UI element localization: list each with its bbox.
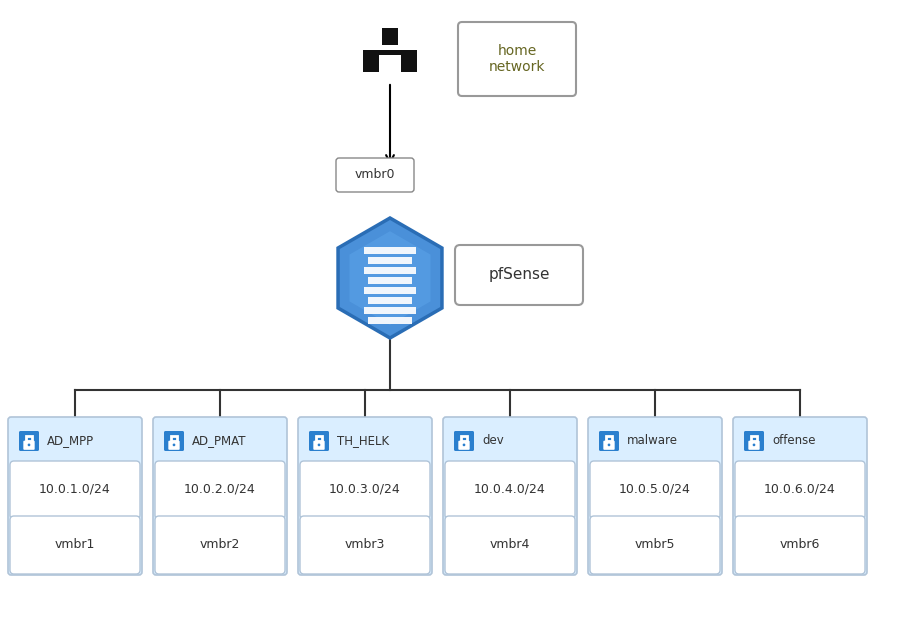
FancyBboxPatch shape — [364, 306, 417, 314]
FancyBboxPatch shape — [364, 246, 417, 254]
Circle shape — [752, 444, 755, 446]
Circle shape — [463, 444, 465, 446]
Text: offense: offense — [772, 434, 815, 447]
FancyBboxPatch shape — [590, 461, 720, 519]
FancyBboxPatch shape — [590, 516, 720, 574]
Text: pfSense: pfSense — [488, 268, 550, 282]
FancyBboxPatch shape — [458, 22, 576, 96]
FancyBboxPatch shape — [443, 417, 577, 575]
FancyBboxPatch shape — [445, 419, 575, 464]
FancyBboxPatch shape — [155, 461, 285, 519]
Text: 10.0.6.0/24: 10.0.6.0/24 — [764, 483, 836, 496]
FancyBboxPatch shape — [400, 55, 418, 72]
FancyBboxPatch shape — [735, 516, 865, 574]
FancyBboxPatch shape — [8, 417, 142, 575]
Text: malware: malware — [627, 434, 678, 447]
Text: vmbr3: vmbr3 — [345, 538, 385, 551]
Text: home
network: home network — [489, 44, 545, 74]
Circle shape — [608, 444, 610, 446]
Text: 10.0.2.0/24: 10.0.2.0/24 — [184, 483, 256, 496]
FancyBboxPatch shape — [445, 461, 575, 519]
FancyBboxPatch shape — [168, 441, 180, 450]
Text: AD_MPP: AD_MPP — [47, 434, 94, 447]
FancyBboxPatch shape — [454, 431, 474, 451]
FancyBboxPatch shape — [155, 419, 285, 464]
Text: 10.0.3.0/24: 10.0.3.0/24 — [329, 483, 400, 496]
Text: 10.0.5.0/24: 10.0.5.0/24 — [619, 483, 691, 496]
Text: vmbr6: vmbr6 — [779, 538, 820, 551]
FancyBboxPatch shape — [458, 441, 470, 450]
FancyBboxPatch shape — [603, 441, 615, 450]
FancyBboxPatch shape — [336, 158, 414, 192]
Text: vmbr0: vmbr0 — [355, 169, 395, 181]
FancyBboxPatch shape — [748, 441, 760, 450]
FancyBboxPatch shape — [298, 417, 432, 575]
FancyBboxPatch shape — [10, 461, 140, 519]
FancyBboxPatch shape — [313, 441, 325, 450]
FancyBboxPatch shape — [153, 417, 287, 575]
FancyBboxPatch shape — [363, 50, 418, 55]
FancyBboxPatch shape — [367, 276, 412, 284]
FancyBboxPatch shape — [367, 316, 412, 324]
FancyBboxPatch shape — [364, 266, 417, 274]
FancyBboxPatch shape — [455, 245, 583, 305]
FancyBboxPatch shape — [23, 441, 35, 450]
FancyBboxPatch shape — [735, 419, 865, 464]
FancyBboxPatch shape — [367, 296, 412, 304]
FancyBboxPatch shape — [744, 431, 764, 451]
FancyBboxPatch shape — [599, 431, 619, 451]
Text: vmbr2: vmbr2 — [200, 538, 240, 551]
FancyBboxPatch shape — [364, 286, 417, 294]
Text: 10.0.1.0/24: 10.0.1.0/24 — [39, 483, 111, 496]
FancyBboxPatch shape — [164, 431, 184, 451]
Polygon shape — [338, 218, 442, 338]
Circle shape — [173, 444, 176, 446]
Circle shape — [318, 444, 320, 446]
FancyBboxPatch shape — [155, 516, 285, 574]
FancyBboxPatch shape — [588, 417, 722, 575]
Text: 10.0.4.0/24: 10.0.4.0/24 — [474, 483, 546, 496]
FancyBboxPatch shape — [590, 419, 720, 464]
Circle shape — [28, 444, 31, 446]
Text: TH_HELK: TH_HELK — [337, 434, 389, 447]
Text: vmbr1: vmbr1 — [55, 538, 95, 551]
FancyBboxPatch shape — [382, 28, 399, 44]
Text: vmbr4: vmbr4 — [490, 538, 530, 551]
FancyBboxPatch shape — [10, 419, 140, 464]
FancyBboxPatch shape — [300, 461, 430, 519]
FancyBboxPatch shape — [367, 256, 412, 264]
FancyBboxPatch shape — [10, 516, 140, 574]
Polygon shape — [349, 231, 430, 325]
FancyBboxPatch shape — [19, 431, 39, 451]
FancyBboxPatch shape — [733, 417, 867, 575]
FancyBboxPatch shape — [309, 431, 329, 451]
Text: dev: dev — [482, 434, 504, 447]
Text: vmbr5: vmbr5 — [634, 538, 675, 551]
FancyBboxPatch shape — [300, 419, 430, 464]
FancyBboxPatch shape — [300, 516, 430, 574]
FancyBboxPatch shape — [735, 461, 865, 519]
FancyBboxPatch shape — [445, 516, 575, 574]
Text: AD_PMAT: AD_PMAT — [192, 434, 247, 447]
FancyBboxPatch shape — [363, 55, 379, 72]
